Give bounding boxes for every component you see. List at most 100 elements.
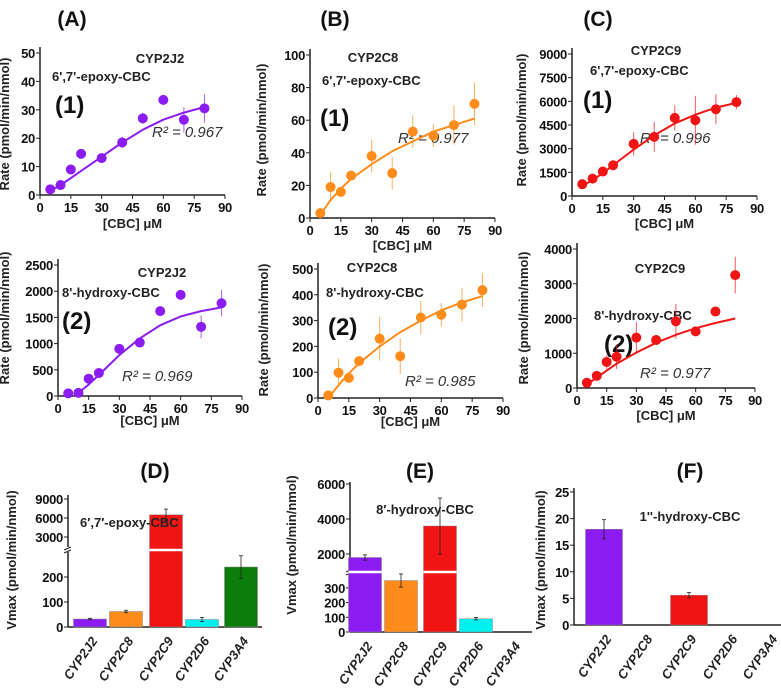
bar [670, 594, 708, 626]
data-point [134, 337, 145, 348]
y-tick-label: 200 [324, 596, 345, 611]
data-point [199, 103, 210, 114]
data-point [65, 164, 76, 175]
x-tick-label: 15 [596, 201, 610, 216]
panel-label: (B) [320, 8, 349, 31]
data-point [730, 270, 741, 281]
substrate-label: 6',7'-epoxy-CBC [322, 73, 421, 88]
y-tick-label: 200 [292, 339, 313, 354]
y-tick-label: 0 [306, 391, 313, 406]
y-tick-label: 15 [555, 538, 569, 553]
data-point [597, 166, 608, 177]
data-point [55, 180, 66, 191]
x-tick-label: 60 [434, 403, 448, 418]
bar [109, 611, 143, 628]
data-point [354, 356, 365, 367]
x-tick-label: 15 [334, 223, 348, 238]
substrate-label: 8'-hydroxy-CBC [594, 308, 692, 323]
x-tick-label: 45 [126, 200, 140, 215]
x-tick-label: 75 [187, 200, 201, 215]
data-point [456, 299, 467, 310]
y-tick-label: 40 [291, 146, 305, 161]
x-tick-label: 45 [404, 403, 418, 418]
x-axis-label: [CBC] μM [373, 238, 432, 253]
data-point [366, 151, 377, 162]
category-label: CYP2D6 [699, 631, 741, 682]
axis-break-gap [65, 547, 71, 552]
data-point [581, 377, 592, 388]
x-axis-label: [CBC] μM [636, 408, 695, 423]
category-label: CYP3A4 [739, 631, 781, 682]
x-tick-label: 90 [218, 200, 232, 215]
category-label: CYP2C8 [370, 638, 412, 688]
axis-break-mark [63, 549, 72, 554]
category-label: CYP2J2 [574, 631, 615, 680]
x-tick-label: 15 [342, 403, 356, 418]
bar-panel-f: 0 5 10 15 20 25 CYP2J2 CYP2C8 CYP2C9 CYP2D6CYP3A4… [533, 485, 781, 682]
bar [348, 557, 382, 633]
y-tick-label: 0 [28, 188, 35, 203]
data-point [601, 356, 612, 367]
y-tick-label: 500 [32, 363, 53, 378]
data-point [428, 130, 439, 141]
x-tick-label: 30 [629, 393, 643, 408]
data-point [587, 173, 598, 184]
x-tick-label: 60 [156, 200, 170, 215]
curve-number: (1) [320, 105, 349, 132]
data-point [325, 182, 336, 193]
bar [459, 618, 493, 633]
y-tick-label: 300 [292, 314, 313, 329]
y-tick-label: 20 [21, 131, 35, 146]
x-tick-label: 60 [426, 223, 440, 238]
y-axis-label: Vmax (pmol/min/nmol) [4, 490, 19, 629]
y-axis-label: Rate (pmol/min/nmol) [514, 54, 529, 187]
y-tick-label: 0 [565, 381, 572, 396]
bar-subtitle: 8′-hydroxy-CBC [376, 502, 474, 517]
x-tick-label: 45 [143, 401, 157, 416]
y-tick-label: 100 [292, 365, 313, 380]
y-tick-label: 2000 [25, 284, 53, 299]
data-point [690, 326, 701, 337]
scatter-panel-a1: 0 15 30 45 60 75 90 0 10 20 30 40 50 [CBC] μM Rate (pm… [0, 46, 232, 231]
data-point [395, 351, 406, 362]
category-label: CYP2C8 [614, 631, 656, 682]
y-tick-label: 9000 [539, 47, 567, 62]
x-axis-label: [CBC] μM [381, 414, 440, 429]
data-point [407, 126, 418, 137]
data-point [477, 285, 488, 296]
y-tick-label: 60 [291, 113, 305, 128]
category-label: CYP2C9 [135, 633, 177, 684]
y-tick-label: 50 [21, 46, 35, 61]
data-point [333, 367, 344, 378]
y-axis-label: Rate (pmol/min/nmol) [0, 252, 12, 385]
y-axis-label: Rate (pmol/min/nmol) [256, 264, 271, 397]
data-point [117, 137, 128, 148]
y-tick-label: 0 [46, 389, 53, 404]
y-tick-label: 400 [292, 288, 313, 303]
x-tick-label: 30 [95, 200, 109, 215]
category-label: CYP2D6 [445, 638, 487, 688]
data-point [436, 309, 447, 320]
y-tick-label: 200 [42, 570, 63, 585]
x-axis-label: [CBC] μM [635, 216, 694, 231]
x-tick-label: 0 [315, 403, 322, 418]
y-tick-label: 100 [324, 610, 345, 625]
data-point [670, 316, 681, 327]
data-point [591, 370, 602, 381]
scatter-panel-b1: 0 15 30 45 60 75 90 0 20 40 60 80 100 [CBC] μM Rate (p… [254, 48, 502, 253]
data-point [137, 113, 148, 124]
x-tick-label: 0 [37, 200, 44, 215]
x-tick-label: 90 [750, 201, 764, 216]
y-tick-label: 80 [291, 81, 305, 96]
data-point [387, 168, 398, 179]
curve-number: (1) [55, 92, 84, 119]
data-point [158, 94, 169, 105]
x-axis-label: [CBC] μM [120, 413, 179, 428]
x-tick-label: 60 [689, 393, 703, 408]
y-tick-label: 300 [324, 581, 345, 596]
data-point [335, 186, 346, 197]
panel-label: (C) [583, 8, 612, 31]
enzyme-label: CYP2J2 [136, 51, 184, 66]
data-point [608, 160, 619, 171]
x-tick-label: 90 [235, 401, 249, 416]
